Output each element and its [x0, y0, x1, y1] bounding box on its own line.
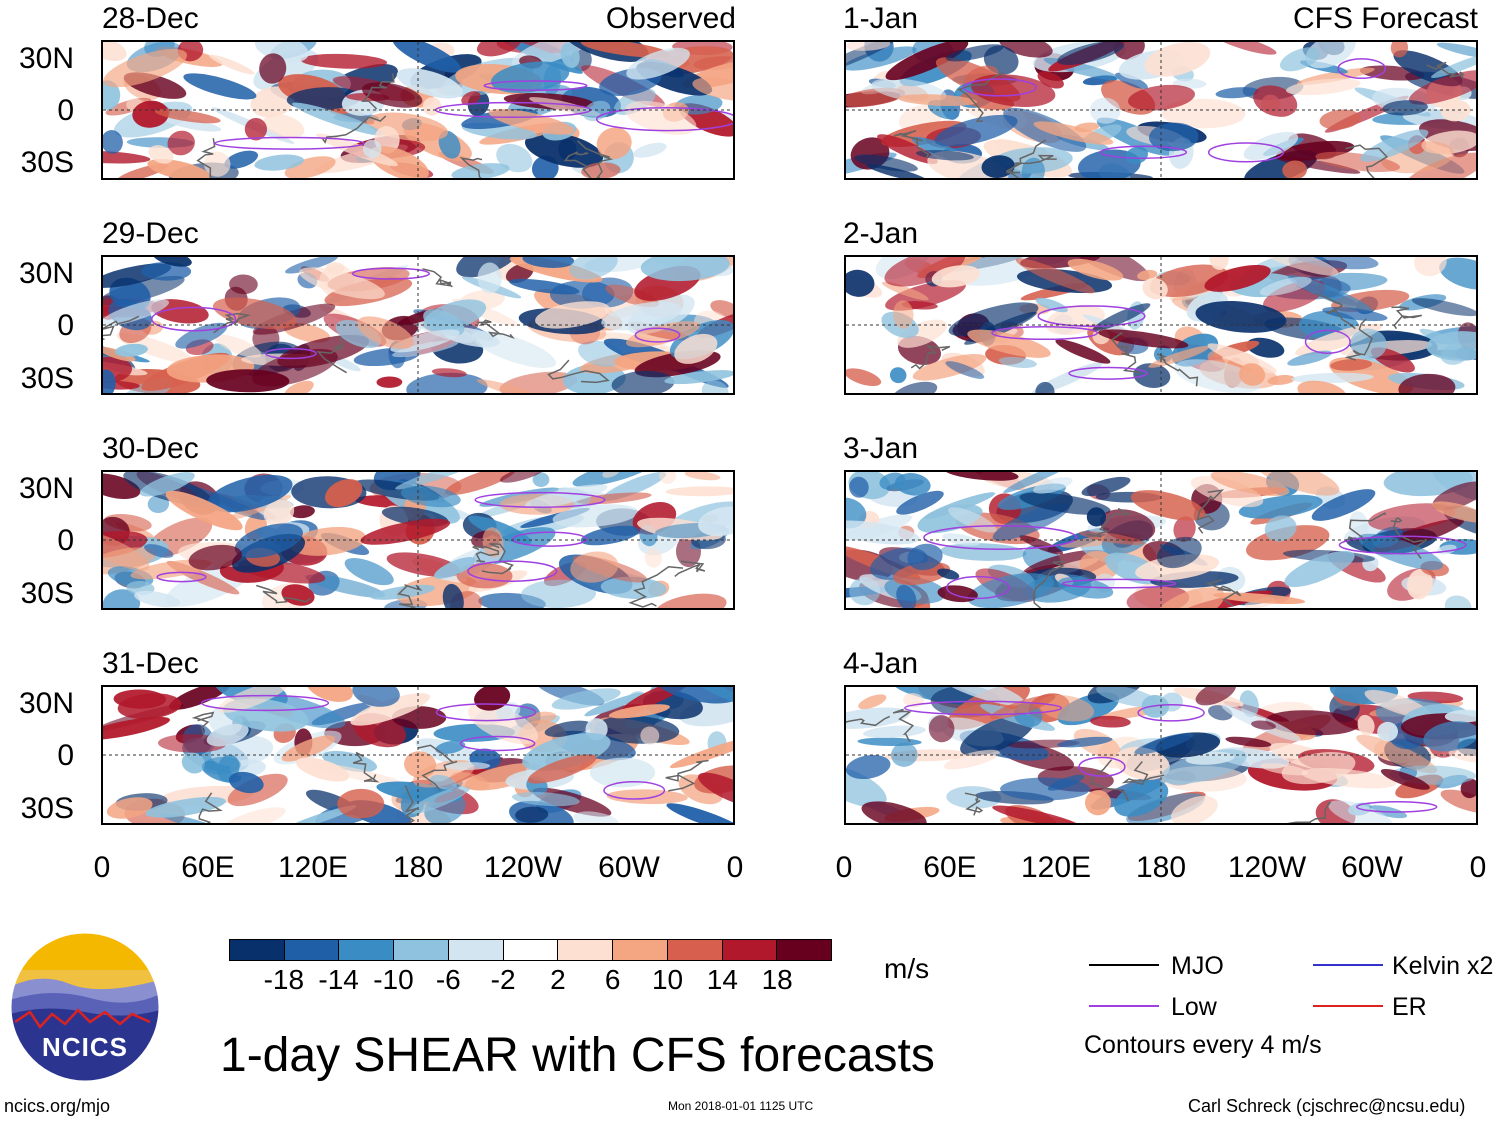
legend-line-kelvin: [1313, 964, 1383, 966]
colorbar-swatch: [777, 940, 832, 960]
lat-label-30n: 30N: [18, 257, 74, 290]
colorbar-tick-label: -14: [318, 964, 359, 995]
forecast-header: CFS Forecast: [1292, 2, 1478, 35]
lon-label: 0: [835, 851, 853, 884]
colorbar-tick-label: -2: [490, 964, 516, 995]
footer-url: ncics.org/mjo: [4, 1096, 111, 1116]
colorbar-tick-label: 18: [761, 964, 793, 995]
date-label-right-3: 3-Jan: [843, 432, 919, 465]
lat-label-30n: 30N: [18, 472, 74, 505]
main-title: 1-day SHEAR with CFS forecasts: [220, 1029, 935, 1082]
legend-label-kelvin: Kelvin x2: [1392, 952, 1494, 980]
colorbar-swatch: [558, 940, 614, 960]
colorbar-tick-label: 10: [651, 964, 684, 995]
colorbar-swatch: [284, 940, 340, 960]
lat-label-eq: 0: [57, 739, 74, 772]
date-label-left-4: 31-Dec: [102, 647, 199, 680]
colorbar-unit: m/s: [884, 953, 930, 984]
legend-label-er: ER: [1392, 993, 1427, 1021]
date-label-left-3: 30-Dec: [102, 432, 199, 465]
legend-line-low: [1089, 1005, 1159, 1007]
map-panel-4-jan: [844, 685, 1478, 825]
map-panel-1-jan: [844, 40, 1478, 180]
colorbar: [229, 939, 832, 961]
logo-text: NCICS: [42, 1032, 128, 1062]
lat-label-30s: 30S: [20, 362, 74, 395]
contour-note: Contours every 4 m/s: [1084, 1031, 1322, 1059]
lon-label: 180: [1135, 851, 1187, 884]
lat-label-30n: 30N: [18, 42, 74, 75]
legend-line-mjo: [1089, 964, 1159, 966]
lon-label: 60E: [923, 851, 977, 884]
lat-label-30n: 30N: [18, 687, 74, 720]
lon-label: 0: [1469, 851, 1487, 884]
date-label-left-2: 29-Dec: [102, 217, 199, 250]
legend-label-mjo: MJO: [1171, 952, 1224, 980]
lon-label: 0: [726, 851, 744, 884]
footer-timestamp: Mon 2018-01-01 1125 UTC: [668, 1099, 814, 1113]
colorbar-tick-label: 2: [550, 964, 566, 995]
lon-label: 120E: [1020, 851, 1092, 884]
lat-label-eq: 0: [57, 524, 74, 557]
colorbar-swatch: [394, 940, 449, 960]
date-label-right-4: 4-Jan: [843, 647, 919, 680]
lon-label: 60W: [1341, 851, 1403, 884]
colorbar-tick-label: 14: [706, 964, 738, 995]
legend-line-er: [1313, 1005, 1383, 1007]
colorbar-swatch: [503, 940, 559, 960]
colorbar-tick-label: -18: [263, 964, 305, 995]
date-label-right-2: 2-Jan: [843, 217, 919, 250]
lat-label-eq: 0: [57, 309, 74, 342]
map-panel-30-dec: [101, 470, 735, 610]
colorbar-swatch: [722, 940, 778, 960]
lat-label-30s: 30S: [20, 146, 74, 179]
colorbar-tick-label: -10: [373, 964, 414, 995]
map-panel-31-dec: [101, 685, 735, 825]
lon-label: 0: [93, 851, 111, 884]
map-panel-3-jan: [844, 470, 1478, 610]
ncics-logo: NCICS: [10, 932, 160, 1082]
map-panel-2-jan: [844, 255, 1478, 395]
colorbar-swatch: [448, 940, 504, 960]
footer-author: Carl Schreck (cjschrec@ncsu.edu): [1188, 1096, 1466, 1116]
lon-label: 60W: [598, 851, 660, 884]
lat-label-30s: 30S: [20, 792, 74, 825]
colorbar-swatch: [230, 940, 285, 960]
map-panel-28-dec: [101, 40, 735, 180]
lat-label-30s: 30S: [20, 577, 74, 610]
date-label-right-1: 1-Jan: [843, 2, 919, 35]
colorbar-swatch: [613, 940, 668, 960]
colorbar-swatch: [339, 940, 395, 960]
map-panel-29-dec: [101, 255, 735, 395]
date-label-left-1: 28-Dec: [102, 2, 199, 35]
lon-label: 180: [392, 851, 444, 884]
observed-header: Observed: [605, 2, 736, 35]
colorbar-swatch: [667, 940, 723, 960]
legend-label-low: Low: [1171, 993, 1217, 1021]
lon-label: 120W: [1227, 851, 1307, 884]
lon-label: 120W: [483, 851, 563, 884]
colorbar-tick-label: -6: [435, 964, 461, 995]
lon-label: 60E: [181, 851, 235, 884]
lon-label: 120E: [277, 851, 349, 884]
colorbar-tick-label: 6: [604, 964, 621, 995]
lat-label-eq: 0: [57, 94, 74, 127]
